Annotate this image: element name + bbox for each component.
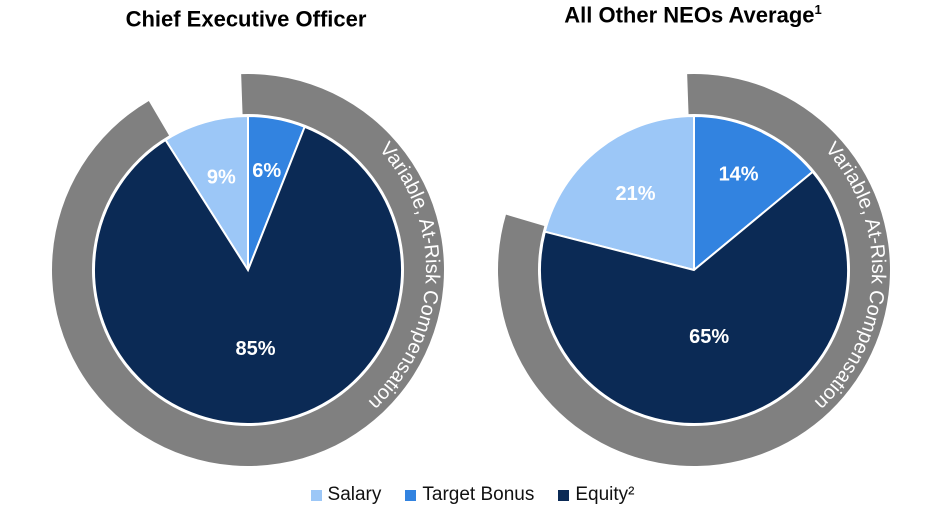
ceo-title-text: Chief Executive Officer	[125, 6, 367, 32]
neo-slice-equity	[539, 170, 849, 425]
ceo-slice-salary	[164, 114, 249, 274]
neo-slice-salary	[543, 114, 695, 272]
ceo-label-equity: 85%	[236, 338, 276, 360]
neo-chart-title: All Other NEOs Average1	[564, 2, 821, 28]
neo-label-equity: 65%	[689, 326, 729, 348]
ceo-label-salary: 9%	[207, 167, 236, 189]
ceo-chart-title: Chief Executive Officer	[126, 6, 367, 32]
legend-label-target-bonus: Target Bonus	[422, 484, 535, 505]
legend-item-target-bonus: Target Bonus	[405, 484, 534, 506]
neo-slice-target-bonus	[693, 114, 815, 273]
legend-swatch-target-bonus	[405, 489, 417, 501]
legend-item-salary: Salary	[310, 484, 382, 506]
legend-label-equity: Equity²	[575, 484, 635, 505]
neo-title-note: 1	[814, 2, 822, 17]
legend-swatch-equity	[558, 489, 570, 501]
legend-label-salary: Salary	[327, 484, 382, 505]
chart-legend: Salary Target Bonus Equity²	[0, 484, 945, 506]
neo-title-text: All Other NEOs Average	[564, 2, 815, 28]
ceo-label-target-bonus: 6%	[252, 160, 281, 182]
ceo-slice-equity	[93, 125, 403, 425]
legend-swatch-salary	[310, 489, 322, 501]
neo-label-target-bonus: 14%	[719, 164, 759, 186]
neo-label-salary: 21%	[615, 183, 655, 205]
legend-item-equity: Equity²	[558, 484, 634, 506]
